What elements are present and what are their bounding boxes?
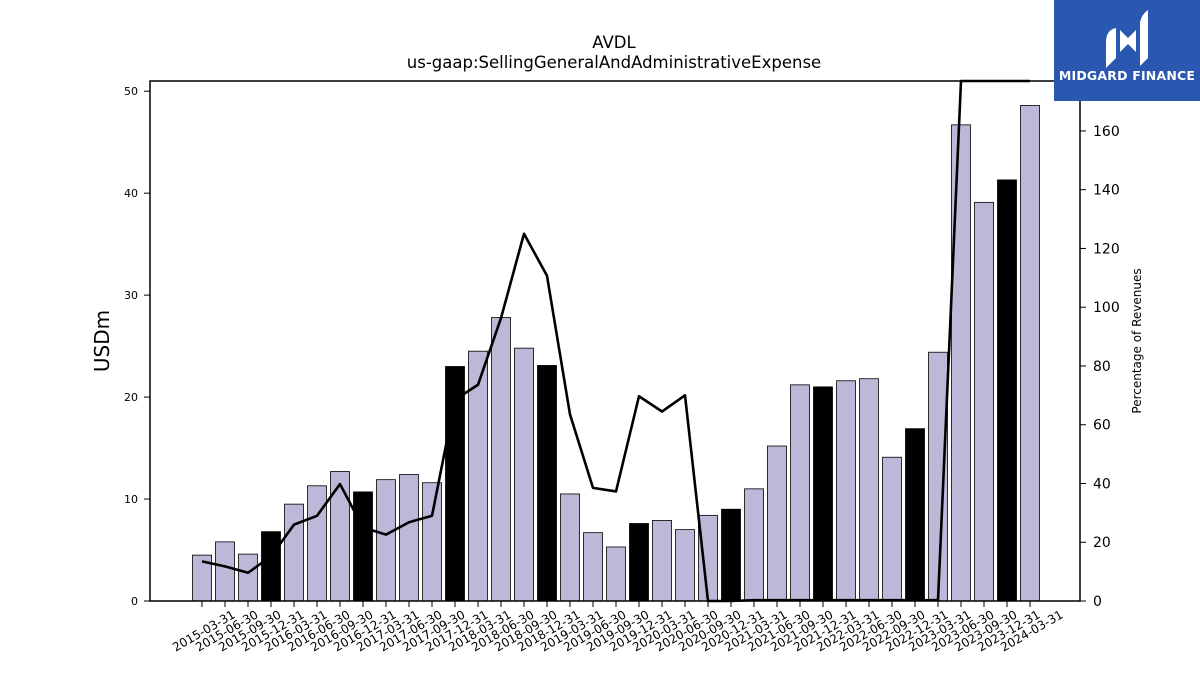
bar xyxy=(790,384,810,602)
bar xyxy=(491,317,511,602)
bar xyxy=(698,514,718,602)
y-tick-label: 20 xyxy=(124,391,138,404)
bar xyxy=(330,471,350,602)
plot-frame xyxy=(149,80,1081,602)
bar xyxy=(583,532,603,602)
bar xyxy=(606,546,626,602)
y2-tick-label: 160 xyxy=(1093,124,1120,140)
bar xyxy=(974,201,994,602)
y-tick-label: 0 xyxy=(131,595,138,608)
bar xyxy=(376,479,396,602)
bar xyxy=(652,520,672,602)
y-axis-label: USDm xyxy=(90,310,114,372)
y2-tick-label: 0 xyxy=(1093,594,1102,610)
bar xyxy=(905,428,925,602)
y2-axis-label: Percentage of Revenues xyxy=(1130,268,1144,413)
bar xyxy=(537,365,557,602)
chart-subtitle: us-gaap:SellingGeneralAndAdministrativeE… xyxy=(407,53,821,72)
y-tick-label: 10 xyxy=(124,493,138,506)
bar xyxy=(560,493,580,602)
y-tick-label: 50 xyxy=(124,85,138,98)
y2-tick-label: 40 xyxy=(1093,476,1111,492)
bar xyxy=(215,541,235,602)
bar xyxy=(629,523,649,602)
brand-logo: MIDGARD FINANCE xyxy=(1054,0,1200,101)
bar xyxy=(675,529,695,602)
ratio-line xyxy=(201,79,1030,603)
bar xyxy=(951,124,971,602)
bar xyxy=(1020,105,1040,602)
y2-tick-label: 80 xyxy=(1093,359,1111,375)
bar xyxy=(813,386,833,602)
bar xyxy=(238,553,258,602)
bar xyxy=(284,503,304,602)
logo-text: MIDGARD FINANCE xyxy=(1058,68,1196,83)
y-axis-left: 0 10 20 30 40 50 xyxy=(124,85,150,608)
x-axis: 2015-03-312015-06-302015-09-302015-12-31… xyxy=(170,601,1066,654)
bar xyxy=(882,456,902,602)
bar-series xyxy=(192,105,1040,602)
y-tick-label: 40 xyxy=(124,187,138,200)
bar xyxy=(399,474,419,602)
y2-tick-label: 140 xyxy=(1093,183,1120,199)
y2-tick-label: 20 xyxy=(1093,535,1111,551)
chart-title: AVDL xyxy=(592,33,636,52)
y2-tick-label: 120 xyxy=(1093,241,1120,257)
bar xyxy=(307,485,327,602)
y2-tick-label: 100 xyxy=(1093,300,1120,316)
bar xyxy=(997,179,1017,602)
bar xyxy=(353,491,373,602)
bar xyxy=(261,531,281,602)
line-series xyxy=(201,79,1030,603)
y-tick-label: 30 xyxy=(124,289,138,302)
y2-tick-label: 60 xyxy=(1093,418,1111,434)
bar xyxy=(721,508,741,602)
bar xyxy=(767,445,787,602)
logo-mark-icon xyxy=(1106,10,1148,68)
bar xyxy=(836,380,856,602)
y-axis-right: 0 20 40 60 80 100 120 140 160 xyxy=(1080,124,1120,610)
bar xyxy=(859,378,879,602)
bar xyxy=(422,482,442,602)
bar xyxy=(744,488,764,602)
bar xyxy=(514,347,534,602)
